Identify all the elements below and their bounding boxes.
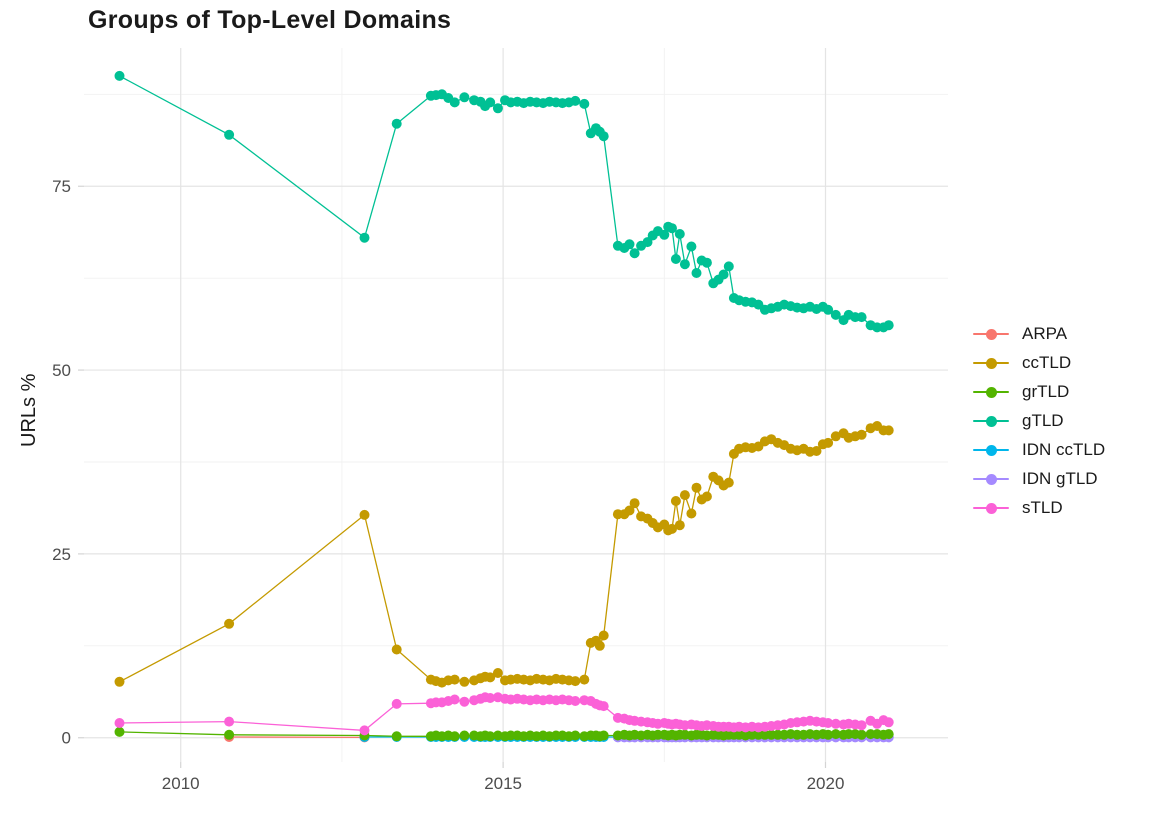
legend-label: IDN ccTLD — [1022, 439, 1106, 459]
svg-text:25: 25 — [52, 545, 71, 564]
series-stld — [114, 692, 894, 736]
legend-item-gtld: gTLD — [973, 409, 1105, 432]
legend-label: ccTLD — [1022, 352, 1072, 372]
series-grtld — [114, 726, 894, 742]
legend-item-idn-gtld: IDN gTLD — [973, 467, 1105, 490]
y-axis-label: URLs % — [18, 373, 40, 447]
axis-tick-labels: 0 25 50 75 2010 2015 2020 — [52, 177, 844, 793]
svg-text:75: 75 — [52, 177, 71, 196]
chart-title: Groups of Top-Level Domains — [88, 6, 452, 34]
legend-label: ARPA — [1022, 323, 1068, 343]
legend-key-icon — [973, 470, 1009, 488]
legend-item-cctld: ccTLD — [973, 351, 1105, 374]
svg-text:50: 50 — [52, 361, 71, 380]
gridlines-major — [84, 48, 948, 762]
legend-label: gTLD — [1022, 410, 1064, 430]
svg-text:0: 0 — [62, 729, 71, 748]
legend-key-icon — [973, 412, 1009, 430]
svg-text:2015: 2015 — [484, 774, 522, 793]
legend-label: sTLD — [1022, 497, 1063, 517]
svg-text:2020: 2020 — [807, 774, 845, 793]
series-gtld — [114, 70, 894, 333]
legend-item-grtld: grTLD — [973, 380, 1105, 403]
series-cctld — [114, 421, 894, 688]
legend-item-arpa: ARPA — [973, 322, 1105, 345]
legend-label: IDN gTLD — [1022, 468, 1098, 488]
legend-item-idn-cctld: IDN ccTLD — [973, 438, 1105, 461]
svg-text:2010: 2010 — [162, 774, 200, 793]
legend-key-icon — [973, 354, 1009, 372]
legend-key-icon — [973, 499, 1009, 517]
legend-item-stld: sTLD — [973, 496, 1105, 519]
legend: ARPA ccTLD grTLD gTLD IDN ccTLD IDN gTLD sTLD — [973, 322, 1105, 519]
gridlines-minor — [84, 48, 948, 762]
legend-key-icon — [973, 383, 1009, 401]
legend-label: grTLD — [1022, 381, 1070, 401]
axis-ticks — [78, 185, 827, 768]
legend-key-icon — [973, 441, 1009, 459]
series-arpa — [224, 732, 370, 743]
legend-key-icon — [973, 325, 1009, 343]
